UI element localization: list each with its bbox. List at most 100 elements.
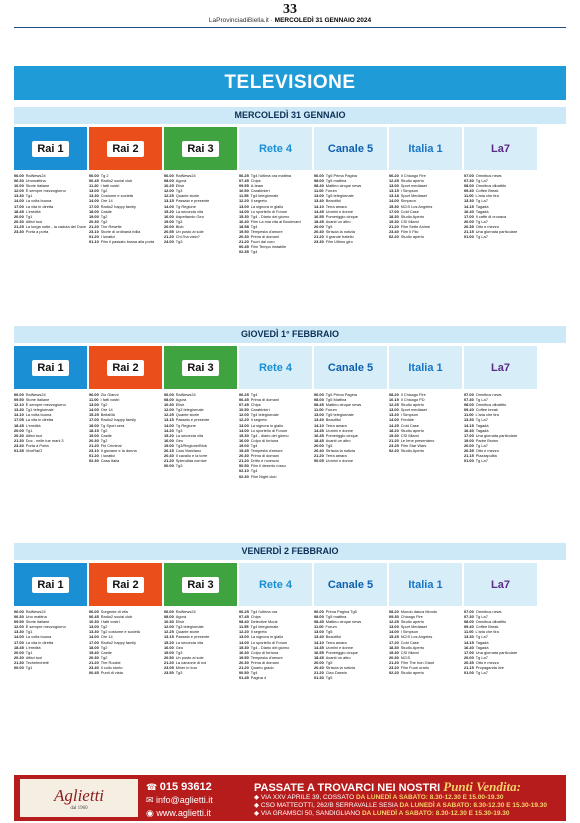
program-title: La seconda vita: [175, 208, 204, 214]
program-title: Prima Pagina Tg5: [325, 609, 357, 614]
program-entry: 07.00 Omnibus news: [464, 609, 537, 614]
ad-email[interactable]: info@aglietti.it: [156, 795, 213, 805]
program-title: Tg1: [25, 629, 33, 635]
program-time: 20.30: [89, 654, 99, 660]
program-time: 17.00: [464, 649, 474, 655]
program-title: Coffee break: [475, 407, 498, 413]
la7-logo: La7: [464, 563, 537, 606]
program-title: Pomeriggio cinque: [325, 649, 358, 655]
program-time: 20.35: [464, 223, 474, 229]
program-time: 21.20: [389, 223, 399, 229]
program-entry: 02.30 Casa Italia: [89, 458, 162, 463]
program-entry: 17.00 La vita in diretta: [14, 204, 87, 209]
channel-name: Italia 1: [408, 578, 443, 591]
program-time: 01.10: [89, 239, 99, 245]
program-entry: 20.40 Striscia la notizia: [314, 448, 387, 453]
program-time: 21.20: [164, 659, 174, 665]
program-title: Il Chicago Fire: [400, 173, 426, 178]
program-title: Tg2: [100, 644, 108, 650]
program-title: L'aria che tira: [475, 412, 499, 418]
program-entry: 21.20 The Rookie: [89, 660, 162, 665]
program-title: Storie italiane: [25, 183, 50, 189]
program-time: 23.40: [89, 665, 99, 671]
program-entry: 18.45 Avanti un altro: [314, 438, 387, 443]
program-title: Tg4: [250, 392, 258, 397]
program-title: Lo sportello di Forum: [250, 208, 288, 214]
program-time: 19.40: [89, 649, 99, 655]
program-time: 02.35: [239, 249, 249, 255]
program-entry: 19.50 Tempesta d'amore: [239, 229, 312, 234]
aglietti-logo: Aglietti dal 1960: [20, 779, 138, 817]
program-title: Porta a porta: [25, 229, 49, 235]
program-entry: 20.30 Prima di domani: [239, 234, 312, 239]
program-time: 08.00: [464, 183, 474, 189]
program-entry: 13.00 Sport Mediaset: [389, 624, 462, 629]
program-entry: 02.10 Tg4: [239, 468, 312, 473]
program-title: Tg5 telegiornale: [325, 193, 354, 199]
program-title: Il Chicago PD: [400, 397, 425, 403]
program-title: Film Ultimo giro: [325, 239, 353, 245]
program-title: L'eredità: [25, 644, 41, 650]
program-title: Tg La7: [475, 614, 488, 620]
program-time: 13.00: [89, 188, 99, 194]
program-title: I fatti vostri: [100, 397, 120, 403]
program-time: 14.00: [389, 198, 399, 204]
program-time: 17.00: [14, 639, 24, 645]
program-entry: 20.00 Tg1: [14, 428, 87, 433]
program-time: 14.00: [389, 629, 399, 635]
program-title: Tg2: [100, 213, 108, 219]
program-title: I Simpson: [400, 629, 419, 635]
program-time: 18.45: [314, 654, 324, 660]
program-title: Quante storie: [175, 193, 200, 199]
program-title: Tg La7: [475, 417, 488, 423]
channel-schedule: 06.00 RaiNews24 08.00 Agorà 10.30 Elisir 12.00…: [164, 392, 237, 479]
program-time: 19.30: [389, 432, 399, 438]
channel-name: Canale 5: [327, 142, 374, 155]
program-entry: 14.00 I Simpson: [389, 629, 462, 634]
program-entry: 20.55 Un posto al sole: [164, 229, 237, 234]
program-time: 20.40: [314, 229, 324, 235]
program-time: 08.20: [389, 609, 399, 614]
ad-phone[interactable]: 015 93612: [159, 781, 212, 793]
program-entry: 14.45 Uomini e donne: [314, 209, 387, 214]
program-title: NCIS Los Angeles: [400, 634, 433, 640]
program-time: 20.00: [164, 223, 174, 229]
program-title: Film Fuori orario: [400, 665, 430, 671]
program-entry: 06.45 Radio2 social club: [89, 178, 162, 183]
program-title: Tg5 mattina: [325, 178, 347, 184]
program-entry: 17.00 Radio2 happy family: [89, 204, 162, 209]
program-title: Tg La7: [475, 198, 488, 204]
program-entry: 06.45 Prima di domani: [239, 397, 312, 402]
program-time: 08.00: [464, 619, 474, 625]
program-entry: 18.45 L'eredità: [14, 645, 87, 650]
program-entry: 23.10 Storie di ordinaria follia: [89, 229, 162, 234]
program-entry: 15.25 NCIS Los Angeles: [389, 634, 462, 639]
program-title: Tagadà: [475, 203, 489, 209]
program-time: 20.40: [314, 448, 324, 454]
program-title: Terra amara: [325, 453, 347, 459]
program-time: 14.00: [389, 417, 399, 423]
program-entry: 16.00 Aspettando Geo: [164, 214, 237, 219]
program-entry: 12.25 Studio aperto: [389, 619, 462, 624]
program-title: Ciao Darwin: [325, 670, 347, 676]
advertisement[interactable]: Aglietti dal 1960 ☎ 015 93612 ✉ info@agl…: [14, 775, 566, 821]
channel-schedule: 07.00 Omnibus news 07.30 Tg La7 08.00 Omnibus…: [464, 392, 537, 479]
program-title: Mattino cinque news: [325, 183, 362, 189]
program-entry: 02.35 Tg4: [239, 249, 312, 254]
program-time: 13.15: [389, 188, 399, 194]
program-title: Tg5 Prima Pagina: [325, 173, 357, 178]
program-time: 13.30: [89, 193, 99, 199]
program-title: Pomeriggio cinque: [325, 213, 358, 219]
program-time: 09.40: [464, 188, 474, 194]
program-entry: 21.30 Doc - nelle tue mani 3: [14, 438, 87, 443]
program-entry: 20.00 Tg La7: [464, 219, 537, 224]
program-title: Tg1: [25, 427, 33, 433]
program-time: 16.00: [164, 644, 174, 650]
program-entry: 13.30 Tg2 costume e società: [89, 629, 162, 634]
program-time: 23.40: [389, 229, 399, 235]
ad-web[interactable]: www.aglietti.it: [156, 808, 211, 818]
program-entry: 21.20 La canzone di noi: [164, 660, 237, 665]
program-title: NCIS: [400, 654, 411, 660]
program-time: 14.00: [89, 198, 99, 204]
program-entry: 18.45 Avanti un altro: [314, 655, 387, 660]
